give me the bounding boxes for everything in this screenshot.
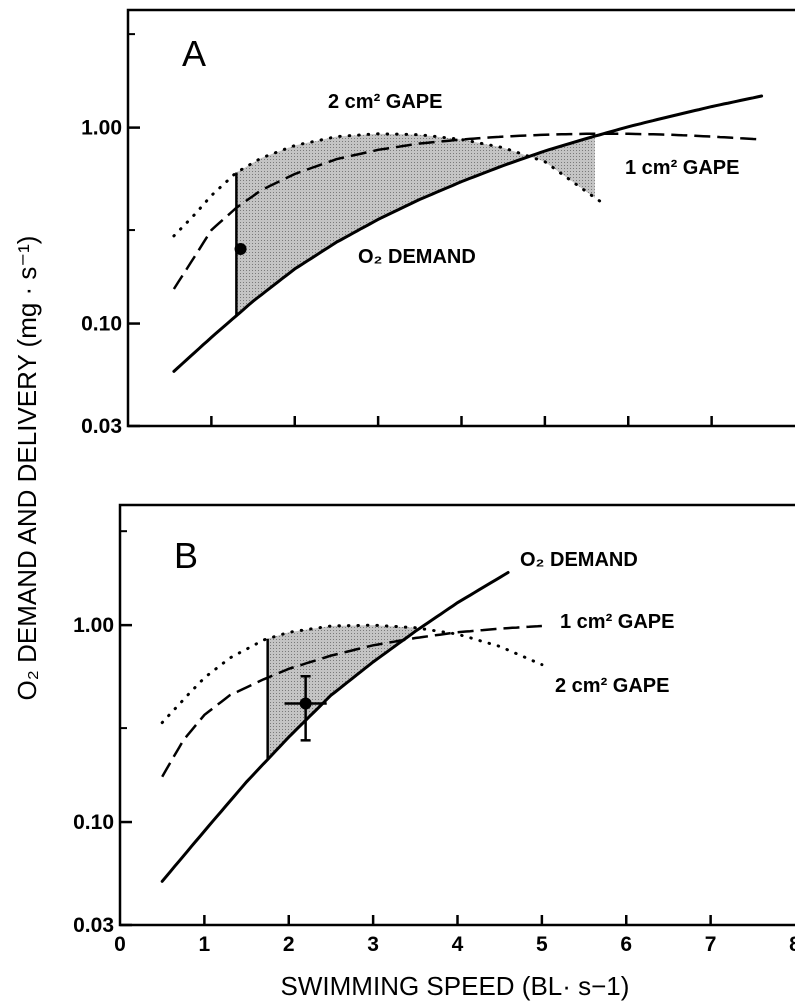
panel-b-y-tick-label: 1.00 <box>73 614 114 637</box>
x-tick-label: 2 <box>283 933 295 956</box>
panel-a-label-1cm-gape: 1 cm² GAPE <box>625 157 739 179</box>
panel-a-ticks: 0.03 0.10 1.00 <box>81 33 713 438</box>
x-tick-label: 6 <box>620 933 632 956</box>
panel-a-frame <box>126 8 795 428</box>
panel-b-series-o2-demand <box>160 571 510 883</box>
panel-a-label-2cm-gape: 2 cm² GAPE <box>328 91 442 113</box>
panel-b-shaded-region <box>267 625 416 760</box>
panel-b-label-1cm-gape: 1 cm² GAPE <box>560 611 674 633</box>
panel-b-y-tick-label: 0.03 <box>73 914 114 937</box>
x-tick-label: 7 <box>705 933 717 956</box>
panel-b-shading <box>266 625 416 760</box>
panel-a-letter: A <box>182 33 206 74</box>
panel-a: 0.03 0.10 1.00 A 2 cm² GAPE 1 cm² GAPE O₂ … <box>81 8 795 438</box>
panel-b-y-tick-label: 0.10 <box>73 811 114 834</box>
x-tick-label: 0 <box>114 933 126 956</box>
panel-b-series <box>160 571 544 883</box>
panel-a-y-tick-label: 0.03 <box>81 415 122 438</box>
panel-a-data-point <box>234 243 247 256</box>
x-tick-label: 4 <box>452 933 464 956</box>
x-tick-label: 8 <box>789 933 795 956</box>
y-axis-title: O₂ DEMAND AND DELIVERY (mg · s⁻¹) <box>12 236 42 701</box>
x-tick-label: 3 <box>367 933 379 956</box>
panel-b-frame <box>118 503 795 927</box>
panel-b: 0.03 0.10 1.00 0 1 2 3 4 5 6 7 8 B O₂ DEMAND 1 cm² … <box>73 503 795 956</box>
panel-a-y-tick-label: 1.00 <box>81 117 122 140</box>
x-tick-label: 1 <box>199 933 211 956</box>
panel-b-label-2cm-gape: 2 cm² GAPE <box>555 675 669 697</box>
panel-b-series-1-cm2-gape <box>161 624 542 778</box>
panel-b-letter: B <box>174 535 198 576</box>
panel-b-series-2-cm2-gape <box>160 623 544 725</box>
panel-b-data-point <box>299 697 312 710</box>
panel-a-series-1-cm2-gape <box>172 132 762 290</box>
panel-a-series-o2-demand <box>172 94 764 373</box>
x-tick-label: 5 <box>536 933 548 956</box>
panel-a-label-o2-demand: O₂ DEMAND <box>358 246 476 268</box>
panel-a-shading <box>235 133 595 316</box>
panel-a-shaded-region <box>236 133 595 316</box>
panel-b-label-o2-demand: O₂ DEMAND <box>520 549 638 571</box>
panel-a-series <box>172 94 764 373</box>
panel-a-series-2-cm2-gape <box>172 132 605 238</box>
panel-a-y-tick-label: 0.10 <box>81 313 122 336</box>
x-axis-title: SWIMMING SPEED (BL· s−1) <box>281 971 630 1001</box>
panel-b-ticks: 0.03 0.10 1.00 0 1 2 3 4 5 6 7 8 <box>73 530 795 956</box>
